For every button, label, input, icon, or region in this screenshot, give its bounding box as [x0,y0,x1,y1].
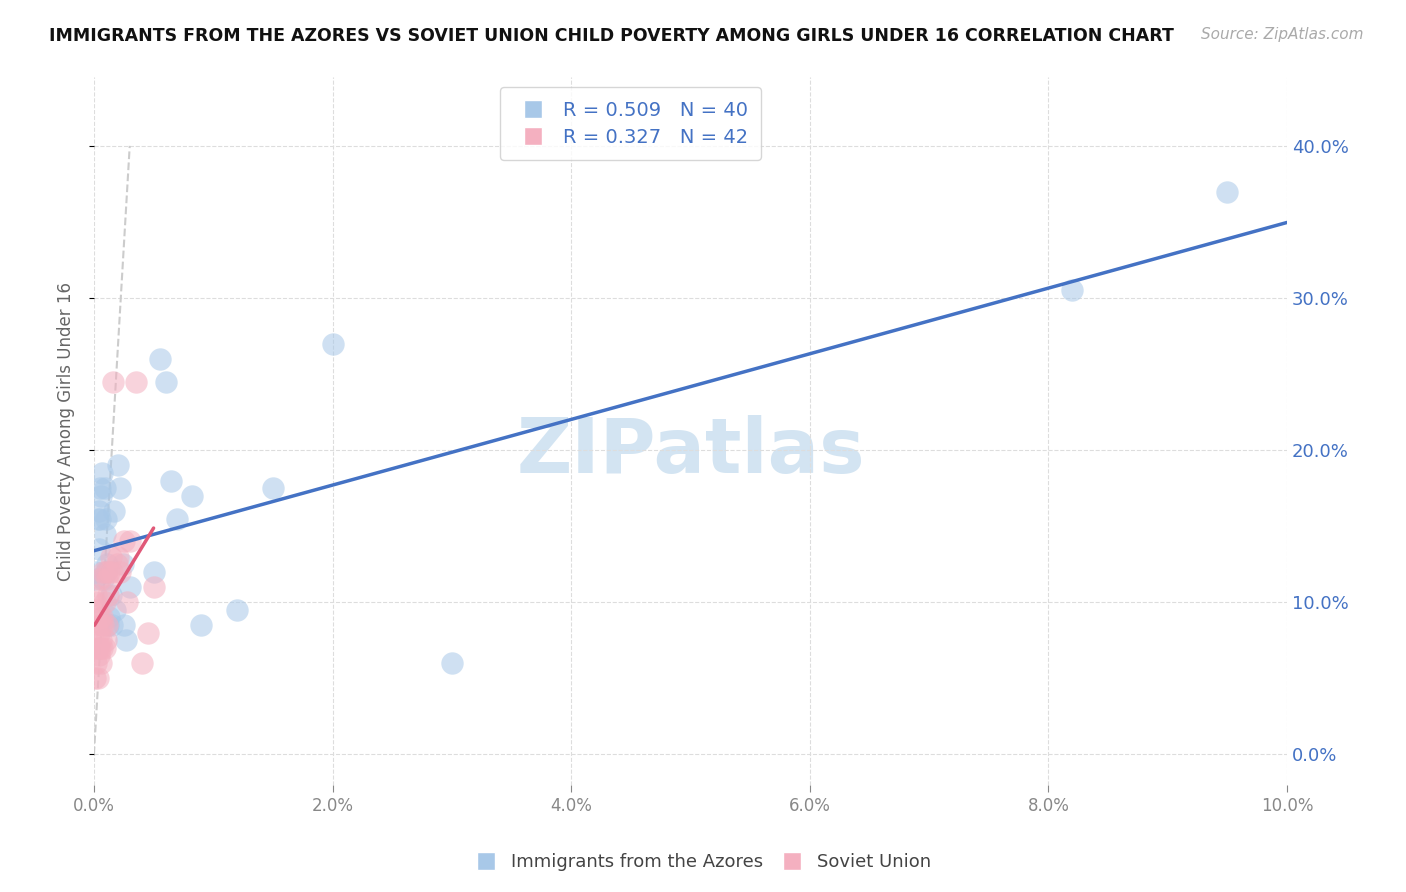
Point [94,511,117,525]
Point [86,565,108,579]
Point [148,351,170,366]
Point [97,618,120,632]
Point [142,580,165,594]
Point [93,595,115,609]
Point [90,489,112,503]
Point [131,656,153,670]
Point [180,489,202,503]
Point [89,511,111,525]
Point [125,375,148,389]
Point [98,565,121,579]
Point [101,618,124,632]
Point [96,573,118,587]
Point [91,610,114,624]
Point [100,549,122,564]
Point [115,633,138,648]
Point [108,481,131,495]
Point [118,580,141,594]
Point [86,656,108,670]
Point [262,481,284,495]
Point [226,603,249,617]
Point [111,558,134,572]
Point [190,618,212,632]
Point [86,640,108,655]
Point [87,625,110,640]
Legend: Immigrants from the Azores, Soviet Union: Immigrants from the Azores, Soviet Union [468,847,938,879]
Point [117,595,139,609]
Text: ZIPatlas: ZIPatlas [516,416,865,490]
Point [1216,185,1239,199]
Point [87,648,110,663]
Point [86,671,108,685]
Y-axis label: Child Poverty Among Girls Under 16: Child Poverty Among Girls Under 16 [58,282,75,581]
Text: IMMIGRANTS FROM THE AZORES VS SOVIET UNION CHILD POVERTY AMONG GIRLS UNDER 16 CO: IMMIGRANTS FROM THE AZORES VS SOVIET UNI… [49,27,1174,45]
Point [84,595,107,609]
Point [93,526,115,541]
Point [90,656,112,670]
Point [93,481,115,495]
Point [93,618,115,632]
Point [93,565,115,579]
Point [1062,284,1084,298]
Point [84,640,107,655]
Point [89,610,111,624]
Point [100,588,122,602]
Point [101,565,124,579]
Point [105,558,128,572]
Point [112,534,135,549]
Point [86,618,108,632]
Point [96,618,118,632]
Point [104,603,127,617]
Point [160,474,183,488]
Point [97,588,120,602]
Point [101,375,124,389]
Point [91,640,114,655]
Point [89,481,111,495]
Point [89,573,111,587]
Point [90,618,112,632]
Point [93,573,115,587]
Point [142,565,165,579]
Point [90,633,112,648]
Point [84,573,107,587]
Point [118,534,141,549]
Text: Source: ZipAtlas.com: Source: ZipAtlas.com [1201,27,1364,42]
Point [103,504,125,518]
Point [108,565,131,579]
Point [89,640,111,655]
Point [136,625,159,640]
Point [96,558,118,572]
Point [86,588,108,602]
Point [83,671,105,685]
Point [91,466,114,480]
Point [98,610,121,624]
Point [94,565,117,579]
Point [94,633,117,648]
Point [94,565,117,579]
Point [86,603,108,617]
Point [86,511,108,525]
Point [87,541,110,556]
Legend: R = 0.509   N = 40, R = 0.327   N = 42: R = 0.509 N = 40, R = 0.327 N = 42 [501,87,761,161]
Point [107,549,129,564]
Point [87,504,110,518]
Point [107,458,129,473]
Point [440,656,463,670]
Point [93,640,115,655]
Point [166,511,188,525]
Point [112,618,135,632]
Point [322,336,344,351]
Point [155,375,177,389]
